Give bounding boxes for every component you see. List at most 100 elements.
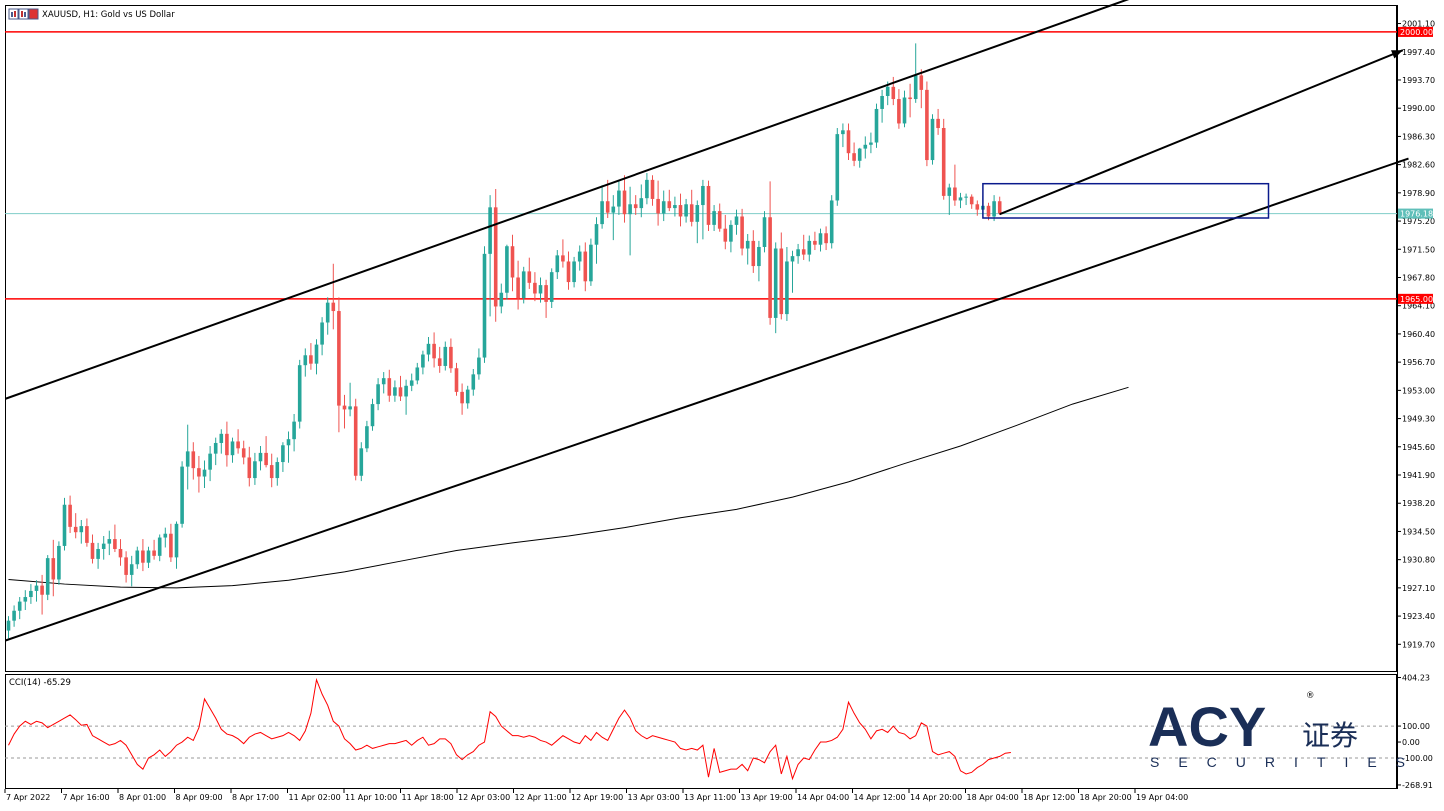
candle — [964, 193, 968, 206]
symbol-icon[interactable] — [8, 8, 39, 20]
candle — [303, 348, 308, 377]
candle — [645, 173, 649, 205]
candle — [247, 446, 252, 487]
x-tick-label: 7 Apr 2022 — [6, 793, 50, 802]
candle — [773, 242, 778, 334]
candle-body — [387, 378, 392, 396]
candle-body — [292, 421, 296, 440]
candle — [807, 235, 812, 262]
candle-body — [460, 391, 464, 404]
cci-pane-frame — [5, 674, 1397, 789]
moving-average-path — [8, 386, 1129, 589]
candle-body — [275, 462, 280, 479]
candle-body — [90, 542, 95, 559]
candle — [723, 214, 728, 250]
candle-body — [253, 461, 257, 479]
candle-body — [885, 86, 890, 96]
candle-body — [174, 523, 179, 558]
candle-body — [734, 216, 739, 225]
logo-brand: ACY — [1148, 695, 1266, 758]
candle — [521, 266, 526, 304]
y-axis-labels: 2001.10 1997.40 1993.70 1990.00 1986.30 1982.… — [1397, 20, 1435, 649]
candle-body — [835, 134, 840, 201]
candle — [12, 605, 16, 627]
candle — [275, 457, 280, 486]
candle — [493, 189, 498, 322]
candle-body — [331, 302, 336, 312]
candle-body — [107, 539, 112, 544]
candle-body — [353, 406, 358, 476]
candle-body — [269, 465, 274, 479]
candle — [600, 185, 604, 229]
candle — [902, 90, 907, 128]
candle — [684, 198, 688, 223]
candle-body — [986, 205, 991, 217]
candle-body — [639, 198, 644, 209]
candle — [381, 372, 386, 394]
candle-body — [471, 374, 476, 390]
candle-body — [146, 550, 151, 563]
candle-body — [393, 387, 397, 396]
candle — [852, 142, 856, 167]
symbol-title: XAUUSD, H1: Gold vs US Dollar — [42, 10, 175, 20]
candle — [404, 379, 408, 415]
candle-body — [695, 205, 700, 222]
candle-body — [191, 451, 196, 469]
candle — [577, 245, 582, 271]
candle-body — [521, 271, 526, 299]
candle-body — [135, 550, 140, 565]
candle — [124, 551, 128, 583]
candle-body — [891, 86, 896, 100]
y-tick-label: 1941.90 — [1402, 471, 1435, 480]
candle-body — [656, 198, 660, 214]
candle-body — [779, 248, 784, 315]
candle — [695, 200, 700, 244]
candle-body — [605, 201, 610, 213]
main-pane-frame — [5, 5, 1397, 672]
candle — [174, 521, 179, 569]
candle-body — [342, 405, 347, 410]
candle — [460, 383, 464, 415]
candle-body — [947, 187, 952, 196]
candle — [34, 580, 39, 602]
candlesticks — [6, 43, 1002, 639]
cci-line — [8, 677, 1011, 781]
candle — [751, 230, 756, 273]
candle-body — [57, 545, 61, 580]
candle-body — [208, 453, 212, 470]
candle-body — [40, 585, 44, 595]
candle-body — [633, 204, 638, 209]
x-tick-label: 12 Apr 03:00 — [458, 793, 510, 802]
lower-channel-line — [5, 157, 1409, 642]
candle — [241, 440, 246, 465]
candle-body — [185, 451, 190, 467]
candle-body — [930, 118, 935, 161]
candle-body — [202, 469, 207, 477]
candle — [499, 283, 504, 314]
candle — [717, 203, 722, 232]
x-tick-label: 11 Apr 10:00 — [345, 793, 397, 802]
candle-body — [566, 261, 571, 283]
candle-body — [421, 354, 425, 368]
x-tick-label: 12 Apr 11:00 — [515, 793, 567, 802]
logo-registered: ® — [1306, 691, 1315, 701]
candle-body — [841, 130, 845, 135]
candle-body — [449, 346, 453, 369]
candle — [538, 277, 543, 303]
candle-body — [818, 233, 823, 245]
x-tick-label: 13 Apr 11:00 — [684, 793, 736, 802]
candle-body — [17, 601, 22, 611]
candle — [689, 189, 694, 227]
candle — [45, 555, 50, 601]
candle — [141, 539, 145, 572]
candle-body — [426, 343, 431, 355]
candle-body — [113, 539, 117, 549]
candle-body — [370, 404, 375, 427]
candle-body — [62, 504, 67, 546]
candle — [107, 530, 112, 556]
candle-body — [600, 201, 604, 225]
candle — [897, 89, 901, 129]
candle — [656, 180, 660, 226]
cci-indicator: 404.23 100.00 0.00 -100.00 -268.91 — [5, 674, 1433, 790]
candle-body — [533, 282, 537, 294]
